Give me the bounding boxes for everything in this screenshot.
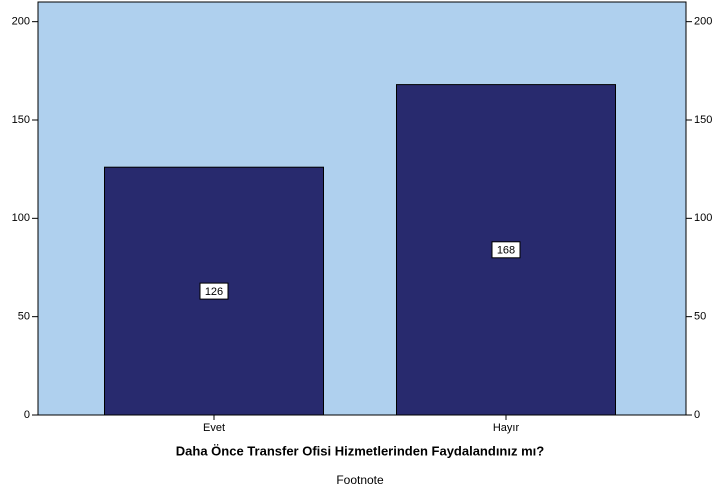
y2-tick-label: 100 (694, 212, 712, 224)
value-label-box (199, 282, 229, 300)
y-tick-label: 100 (12, 212, 30, 224)
y-tick-label: 150 (12, 114, 30, 126)
y2-tick-label: 50 (694, 311, 706, 323)
x-tick-label: Hayır (493, 422, 520, 434)
x-tick-label: Evet (203, 422, 225, 434)
y-tick-label: 50 (18, 311, 30, 323)
y2-tick-label: 150 (694, 114, 712, 126)
value-label: 168 (497, 245, 515, 257)
value-label-box (491, 241, 521, 259)
y-tick-label: 0 (24, 409, 30, 421)
y2-tick-label: 0 (694, 409, 700, 421)
x-axis-title: Daha Önce Transfer Ofisi Hizmetlerinden … (176, 443, 544, 458)
y2-tick-label: 200 (694, 16, 712, 28)
value-label: 126 (205, 286, 223, 298)
y-tick-label: 200 (12, 16, 30, 28)
footnote: Footnote (336, 473, 384, 487)
